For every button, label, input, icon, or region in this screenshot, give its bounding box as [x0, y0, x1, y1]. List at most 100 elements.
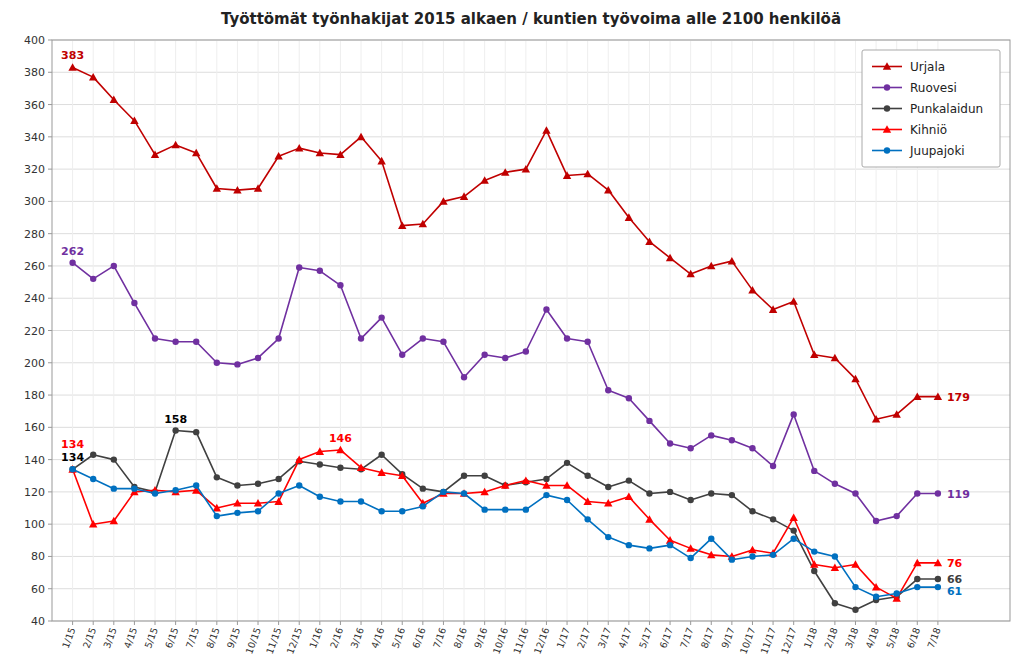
grid-line: [52, 362, 1010, 363]
y-tick-label: 240: [24, 292, 45, 305]
marker: [769, 305, 777, 313]
grid-line: [814, 40, 815, 621]
marker: [667, 489, 673, 495]
marker: [90, 476, 96, 482]
legend-label: Ruovesi: [910, 81, 957, 95]
marker: [667, 542, 673, 548]
y-tick: [48, 265, 52, 266]
annotations: 383262134134158146179119667661: [61, 49, 970, 598]
y-tick-label: 160: [24, 421, 45, 434]
marker: [461, 473, 467, 479]
annotation: 146: [329, 432, 352, 445]
marker: [708, 535, 714, 541]
x-tick: [216, 621, 217, 625]
marker: [646, 490, 652, 496]
y-tick: [48, 169, 52, 170]
y-tick: [48, 136, 52, 137]
title: Työttömät työnhakijat 2015 alkaen / kunt…: [221, 10, 841, 28]
marker: [89, 73, 97, 81]
x-tick: [361, 621, 362, 625]
x-tick-label: 8/16: [451, 626, 469, 650]
x-tick-label: 3/17: [596, 626, 614, 650]
marker: [377, 157, 385, 165]
x-tick: [93, 621, 94, 625]
marker: [625, 493, 633, 501]
marker: [254, 184, 262, 192]
marker: [255, 355, 261, 361]
marker: [255, 481, 261, 487]
marker: [626, 477, 632, 483]
marker: [707, 262, 715, 270]
x-tick: [546, 621, 547, 625]
y-tick-label: 200: [24, 357, 45, 370]
marker: [213, 184, 221, 192]
marker: [337, 282, 343, 288]
grid-line: [299, 40, 300, 621]
marker: [523, 506, 529, 512]
y-tick-label: 220: [24, 325, 45, 338]
marker: [233, 186, 241, 194]
grid-line: [155, 40, 156, 621]
marker: [626, 542, 632, 548]
marker: [480, 176, 488, 184]
marker: [749, 553, 755, 559]
grid-line: [52, 588, 1010, 589]
marker: [748, 546, 756, 554]
x-tick-label: 11/16: [511, 626, 531, 656]
y-tick-label: 280: [24, 228, 45, 241]
grid-line: [52, 298, 1010, 299]
grid-line: [752, 40, 753, 621]
x-tick: [464, 621, 465, 625]
marker: [358, 498, 364, 504]
marker: [193, 429, 199, 435]
marker: [110, 517, 118, 525]
y-tick: [48, 201, 52, 202]
marker: [336, 150, 344, 158]
marker: [213, 504, 221, 512]
x-tick: [834, 621, 835, 625]
marker: [832, 481, 838, 487]
grid-line: [834, 40, 835, 621]
grid-line: [608, 40, 609, 621]
marker: [399, 508, 405, 514]
line: [73, 469, 938, 596]
x-tick-label: 12/15: [284, 626, 304, 656]
marker: [625, 213, 633, 221]
grid-line: [628, 40, 629, 621]
x-tick: [258, 621, 259, 625]
marker: [523, 348, 529, 354]
marker: [832, 553, 838, 559]
line: [73, 431, 938, 610]
grid-line: [793, 40, 794, 621]
line: [73, 67, 938, 419]
marker: [111, 485, 117, 491]
marker: [604, 186, 612, 194]
marker: [810, 560, 818, 568]
marker: [378, 452, 384, 458]
plot-frame: [52, 40, 1010, 621]
marker: [275, 335, 281, 341]
marker: [214, 513, 220, 519]
y-tick: [48, 395, 52, 396]
marker: [274, 152, 282, 160]
x-tick-label: 6/17: [657, 626, 675, 650]
legend-marker: [884, 105, 890, 111]
marker: [790, 527, 796, 533]
marker: [502, 355, 508, 361]
marker: [584, 339, 590, 345]
marker: [399, 352, 405, 358]
legend-marker: [884, 147, 890, 153]
line: [73, 450, 938, 598]
x-tick-label: 4/16: [369, 626, 387, 650]
marker: [626, 395, 632, 401]
grid-line: [216, 40, 217, 621]
marker: [296, 482, 302, 488]
x-tick-label: 5/18: [884, 626, 902, 650]
y-tick-label: 260: [24, 260, 45, 273]
y-tick-label: 380: [24, 66, 45, 79]
x-tick: [72, 621, 73, 625]
annotation: 134: [61, 438, 84, 451]
legend-label: Kihniö: [910, 123, 947, 137]
marker: [233, 499, 241, 507]
marker: [563, 481, 571, 489]
